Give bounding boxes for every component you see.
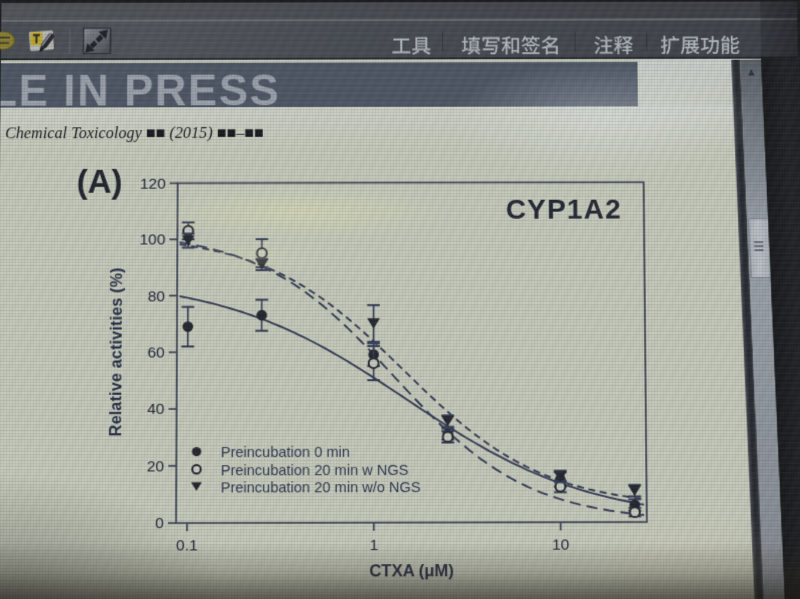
scrollbar-up-arrow[interactable]: ▲ (745, 66, 757, 79)
glare-spot (179, 235, 340, 276)
glare-spot (449, 60, 760, 181)
monitor-bezel-top-right (760, 1, 798, 59)
scrollbar-thumb-grip (754, 241, 764, 243)
